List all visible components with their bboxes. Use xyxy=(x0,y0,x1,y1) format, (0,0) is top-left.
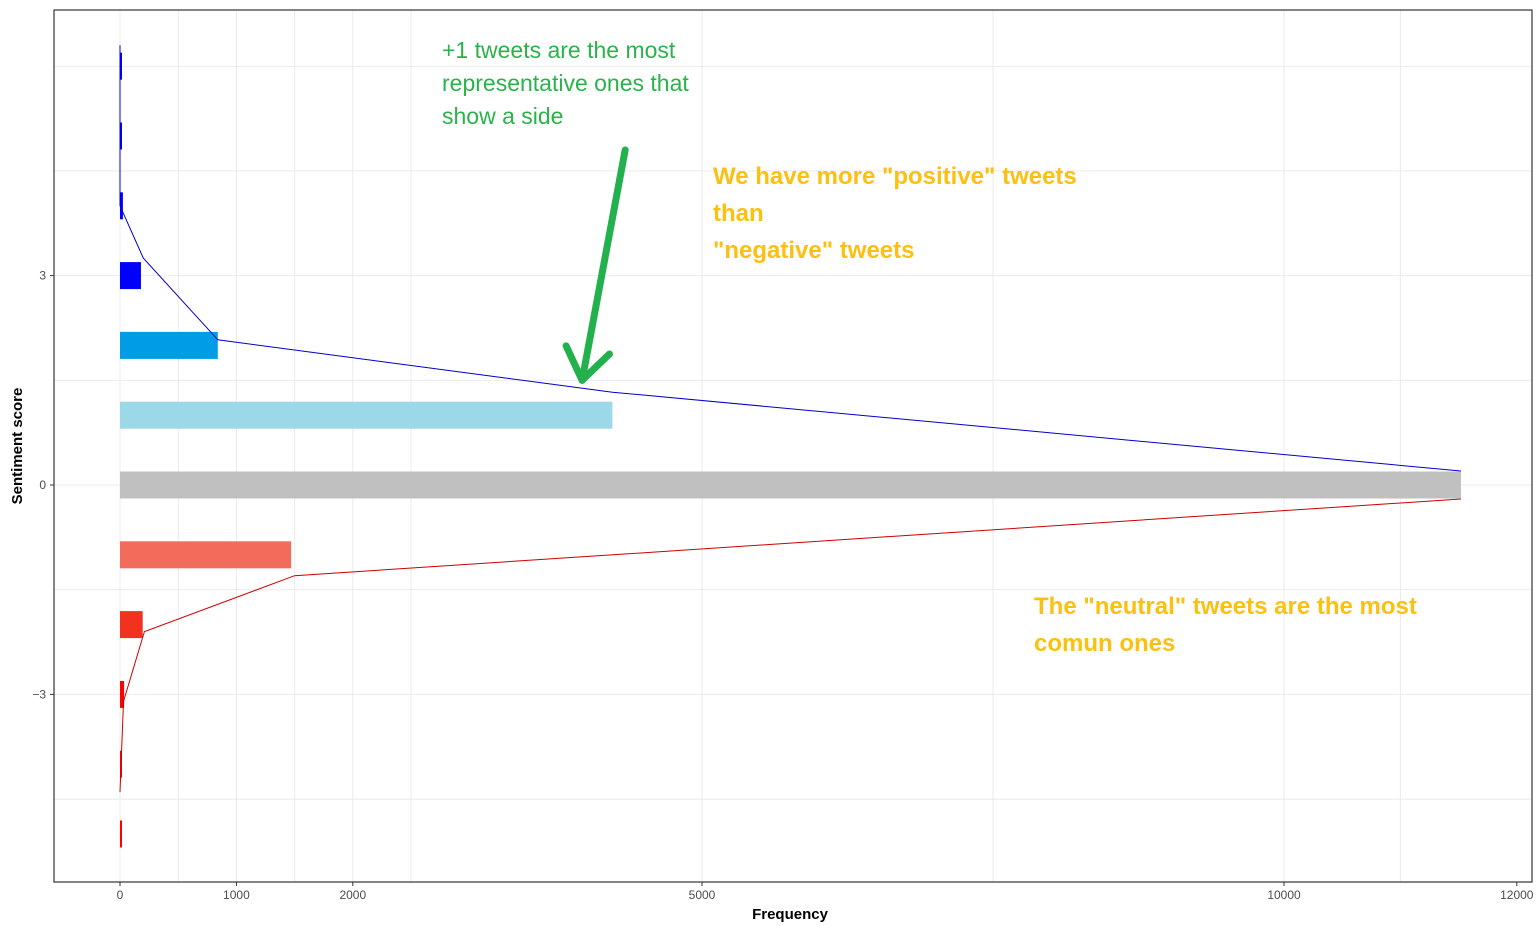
x-tick-label: 0 xyxy=(117,888,124,902)
negative-trend-line xyxy=(119,498,1461,793)
bar-score-0 xyxy=(120,471,1461,499)
arrow-shaft xyxy=(578,146,629,384)
y-tick-label: −3 xyxy=(32,687,46,701)
bar-score--5 xyxy=(120,820,122,848)
bar-score--2 xyxy=(120,611,143,639)
x-tick-label: 12000 xyxy=(1500,888,1534,902)
y-axis-ticks: 3 0 −3 xyxy=(32,269,54,701)
bar-score-1 xyxy=(120,401,613,429)
x-tick-label: 10000 xyxy=(1267,888,1301,902)
plot-panel xyxy=(54,10,1532,882)
x-tick-label: 2000 xyxy=(339,888,366,902)
arrow-head xyxy=(562,342,613,384)
positive-trend-line xyxy=(119,45,1461,472)
bar-score-3 xyxy=(120,262,141,290)
bars xyxy=(120,52,1461,848)
y-tick-label: 3 xyxy=(39,269,46,283)
plot-border xyxy=(53,9,1533,883)
annotation-arrow xyxy=(562,146,629,384)
bar-score-2 xyxy=(120,331,218,359)
bar-score-6 xyxy=(120,52,122,80)
y-tick-label: 0 xyxy=(39,478,46,492)
bar-score--1 xyxy=(120,541,292,569)
bar-score-5 xyxy=(120,122,122,150)
y-axis-title: Sentiment score xyxy=(9,388,26,505)
x-axis-title: Frequency xyxy=(752,906,829,923)
bar-score-4 xyxy=(120,192,123,220)
x-tick-label: 5000 xyxy=(689,888,716,902)
bar-score--3 xyxy=(120,680,125,708)
x-tick-label: 1000 xyxy=(223,888,250,902)
annotation-more-positive: We have more "positive" tweets than "neg… xyxy=(713,163,1077,264)
trend-lines xyxy=(119,45,1461,793)
x-axis-ticks: 0 1000 2000 5000 10000 12000 xyxy=(117,882,1534,902)
annotation-positive-one: +1 tweets are the most representative on… xyxy=(442,37,689,129)
annotation-neutral: The "neutral" tweets are the most comun … xyxy=(1034,593,1417,657)
